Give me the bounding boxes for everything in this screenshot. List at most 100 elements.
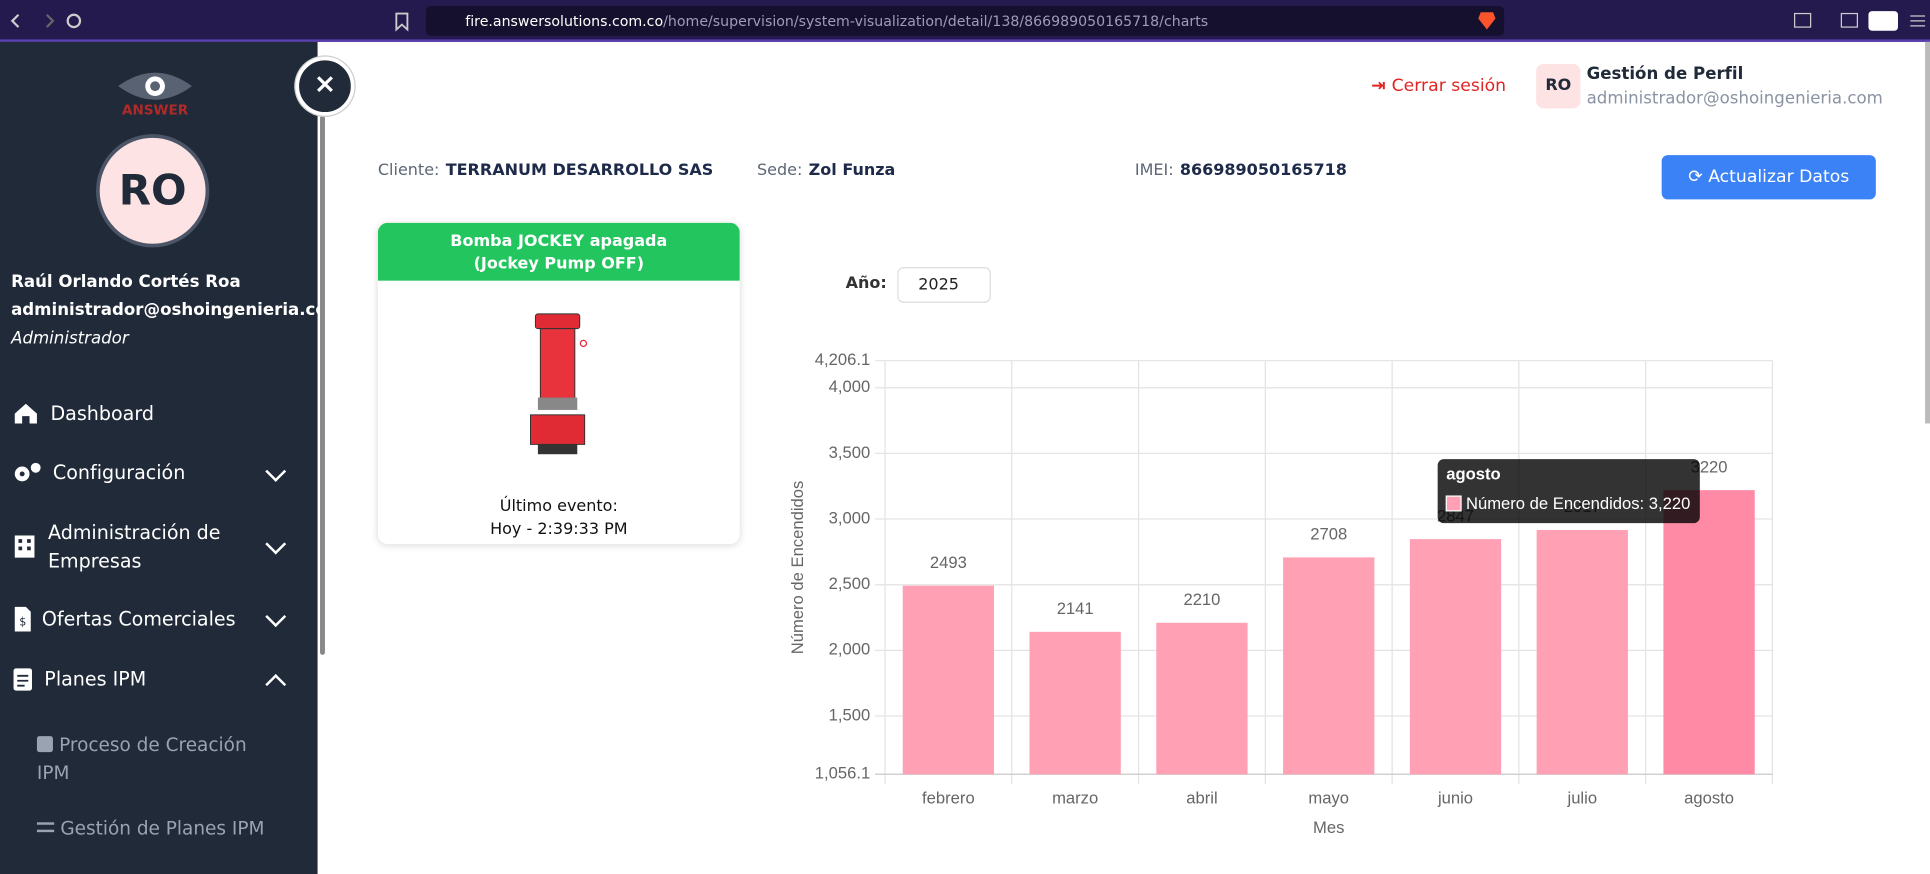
x-tick-label: agosto (1684, 788, 1734, 807)
tooltip-box (1437, 459, 1700, 524)
submenu-item[interactable]: Proceso de Creación IPM (36, 731, 283, 788)
address-bar[interactable]: fire.answersolutions.com.co/home/supervi… (425, 6, 1505, 36)
client-info: Cliente: TERRANUM DESARROLLO SAS (378, 156, 713, 179)
logo-icon (118, 72, 193, 100)
year-select[interactable]: 2025 (897, 267, 991, 303)
y-tick-label: 3,000 (829, 508, 871, 527)
bar (1156, 622, 1248, 775)
submenu-label: Gestión de Planes IPM (60, 817, 265, 840)
bar-chart: 1,056.1 1,500 2,000 2,500 3,000 3,500 4,000 4,2… (788, 350, 1774, 837)
bar (1409, 539, 1502, 775)
sidebar: ANSWER RO Raúl Orlando Cortés Roa admini… (0, 41, 344, 874)
logout-link[interactable]: ⇥ Cerrar sesión (1371, 76, 1507, 97)
last-event: Último evento: Hoy - 2:39:33 PM (378, 495, 740, 542)
site-info: Sede: Zol Funza (757, 156, 895, 179)
button-label: Actualizar Datos (1708, 167, 1850, 188)
brave-icon[interactable] (1477, 10, 1497, 32)
data-label: 2708 (1310, 525, 1347, 544)
profile-title[interactable]: Gestión de Perfil (1586, 64, 1744, 84)
browser-actions[interactable] (1792, 10, 1927, 32)
y-tick-label: 3,500 (829, 443, 871, 462)
data-label: 2210 (1183, 590, 1220, 609)
imei-info: IMEI: 866989050165718 (1135, 156, 1347, 179)
data-label: 2493 (930, 553, 967, 572)
data-label: 2141 (1057, 599, 1094, 618)
tooltip-swatch (1445, 495, 1462, 512)
pump-image (530, 313, 588, 455)
label: IMEI: (1134, 161, 1174, 180)
browser-toolbar: fire.answersolutions.com.co/home/supervi… (0, 0, 1930, 42)
profile-avatar[interactable]: RO (1536, 64, 1581, 109)
tooltip-text: Número de Encendidos: 3,220 (1466, 494, 1690, 513)
submenu-item[interactable]: Gestión de Planes IPM (36, 815, 283, 843)
bar (1663, 490, 1755, 775)
year-label: Año: (845, 274, 887, 293)
chevron-down[interactable] (265, 461, 287, 482)
chevron-down[interactable] (265, 606, 287, 628)
close-button[interactable]: × (295, 56, 355, 116)
status-card: Bomba JOCKEY apagada (Jockey Pump OFF) Úl… (377, 222, 740, 545)
logout-label: Cerrar sesión (1391, 76, 1507, 97)
user-role: Administrador (11, 328, 129, 349)
menu-label: Ofertas Comerciales (41, 608, 236, 631)
x-axis-title: Mes (1313, 818, 1344, 837)
status-subtitle: (Jockey Pump OFF) (473, 254, 645, 274)
menu-label: Dashboard (50, 402, 154, 425)
value: TERRANUM DESARROLLO SAS (445, 161, 714, 180)
x-tick-label: marzo (1052, 788, 1098, 807)
invoice-icon: $ (14, 606, 31, 632)
bar (1536, 529, 1628, 775)
chevron-down[interactable] (265, 533, 287, 555)
event-time: Hoy - 2:39:33 PM (490, 520, 628, 540)
y-tick-label: 1,056.1 (815, 764, 870, 783)
profile-email: administrador@oshoingenieria.com (1586, 88, 1883, 109)
gears-icon (14, 462, 41, 482)
url-host: fire.answersolutions.com.co (465, 12, 664, 30)
bar (1029, 631, 1121, 775)
x-tick-label: abril (1186, 788, 1217, 807)
nav-buttons[interactable] (7, 10, 93, 32)
menu-item[interactable]: Administración de Empresas (12, 519, 245, 576)
scrollbar[interactable] (320, 115, 325, 655)
y-axis-title: Número de Encendidos (788, 481, 807, 655)
y-tick-label: 1,500 (829, 705, 871, 724)
url-path: /home/supervision/system-visualization/d… (663, 12, 1209, 30)
menu-item[interactable]: Configuración (12, 460, 185, 485)
y-tick-label: 2,000 (829, 640, 871, 659)
tooltip-title: agosto (1446, 465, 1500, 484)
bookmark-icon[interactable] (394, 12, 411, 32)
menu-label: Planes IPM (44, 668, 147, 691)
status-title: Bomba JOCKEY apagada (450, 232, 668, 252)
bar (1283, 557, 1375, 775)
y-tick-label: 4,206.1 (815, 350, 870, 369)
status-banner: Bomba JOCKEY apagada (Jockey Pump OFF) (377, 222, 740, 281)
building-icon (14, 535, 35, 558)
value: Zol Funza (808, 161, 896, 180)
y-tick-label: 2,500 (829, 574, 871, 593)
user-name: Raúl Orlando Cortés Roa (11, 272, 241, 292)
value: 866989050165718 (1179, 161, 1347, 180)
menu-item[interactable]: Planes IPM (12, 667, 146, 692)
list-icon (13, 668, 33, 691)
menu-label: Administración de Empresas (48, 521, 221, 573)
label: Sede: (756, 161, 803, 180)
chevron-up[interactable] (265, 673, 287, 695)
bar (902, 585, 995, 775)
x-tick-label: febrero (922, 788, 975, 807)
user-email: administrador@oshoingenieria.com (11, 300, 345, 321)
refresh-button[interactable]: ⟳ Actualizar Datos (1661, 155, 1876, 200)
x-tick-label: mayo (1308, 788, 1349, 807)
avatar: RO (96, 134, 210, 248)
page-scrollbar[interactable] (1925, 41, 1930, 424)
label: Cliente: (377, 161, 440, 180)
y-tick-label: 4,000 (829, 377, 871, 396)
svg-text:$: $ (19, 615, 26, 628)
x-tick-label: julio (1567, 788, 1598, 807)
tooltip: agosto Número de Encendidos: 3,220 (1437, 459, 1700, 524)
menu-item[interactable]: Dashboard (12, 401, 154, 426)
logo-text: ANSWER (121, 102, 189, 119)
x-tick-label: junio (1437, 788, 1473, 807)
event-label: Último evento: (499, 497, 618, 516)
menu-item[interactable]: $ Ofertas Comerciales (12, 606, 236, 633)
